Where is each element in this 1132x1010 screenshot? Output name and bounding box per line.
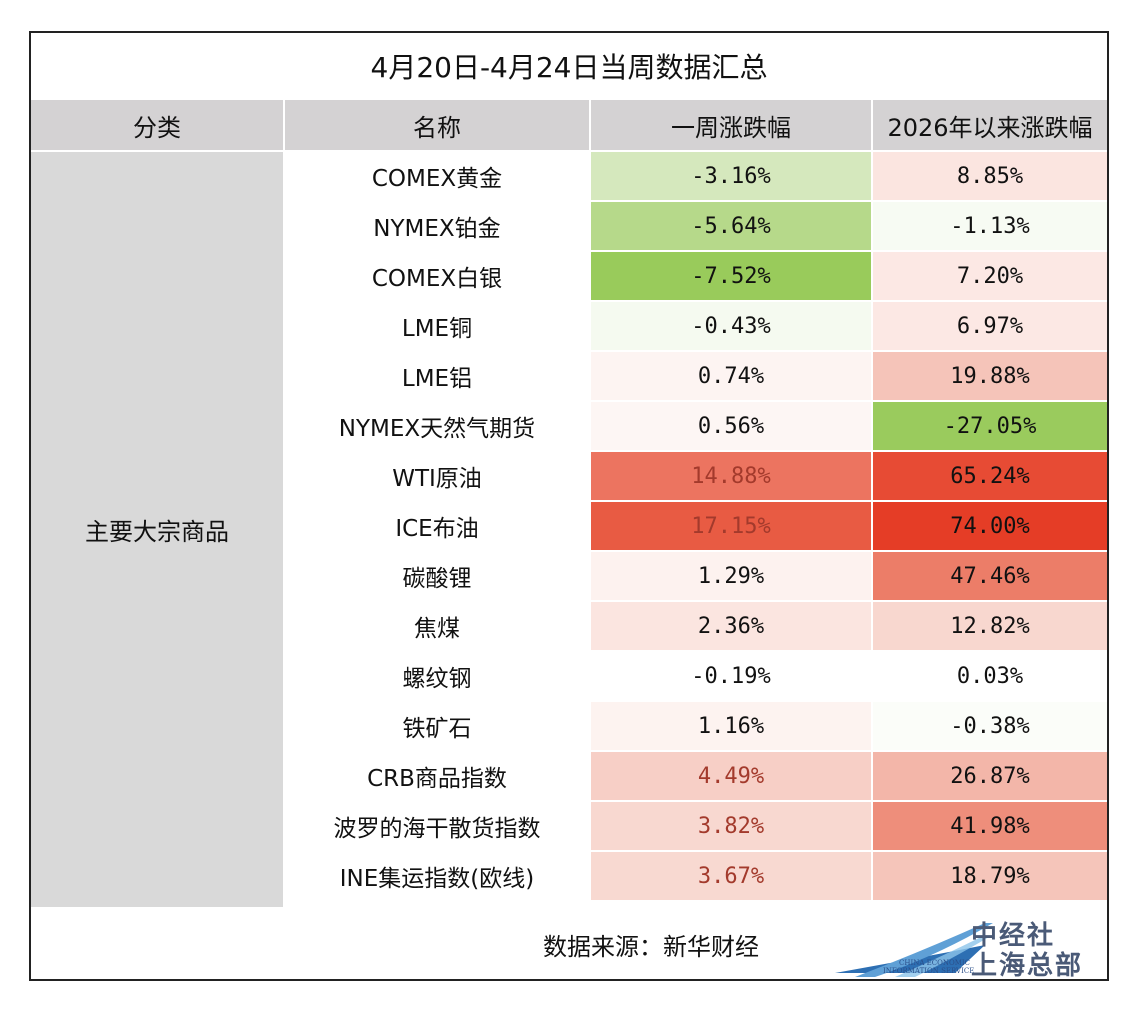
week-change-value: -0.43%	[591, 302, 871, 350]
week-change-value: 2.36%	[591, 602, 871, 650]
commodity-name: WTI原油	[285, 452, 589, 500]
ytd-change-value: 74.00%	[873, 502, 1107, 550]
logo-text-line2: 上海总部	[971, 951, 1084, 981]
ytd-change-value: 8.85%	[873, 152, 1107, 200]
logo-text-line1: 中经社	[971, 921, 1056, 951]
commodity-name: LME铜	[285, 302, 589, 350]
logo-swoosh-icon	[835, 923, 993, 977]
week-change-value: 4.49%	[591, 752, 871, 800]
week-change-value: 0.74%	[591, 352, 871, 400]
logo-en-line2: INFORMATION SERVICE	[883, 967, 975, 975]
ytd-change-value: 6.97%	[873, 302, 1107, 350]
ytd-change-value: 47.46%	[873, 552, 1107, 600]
commodity-name: NYMEX天然气期货	[285, 402, 589, 450]
commodity-name: 焦煤	[285, 602, 589, 650]
ytd-change-value: 12.82%	[873, 602, 1107, 650]
ytd-change-value: 18.79%	[873, 852, 1107, 900]
week-change-value: 1.16%	[591, 702, 871, 750]
ytd-change-value: 19.88%	[873, 352, 1107, 400]
ytd-change-value: -27.05%	[873, 402, 1107, 450]
commodity-name: CRB商品指数	[285, 752, 589, 800]
footer: 数据来源：新华财经 中经社 上海总部 CHINA ECONOMIC INFORM…	[31, 909, 1107, 981]
ytd-change-value: 7.20%	[873, 252, 1107, 300]
commodity-name: NYMEX铂金	[285, 202, 589, 250]
week-change-value: 14.88%	[591, 452, 871, 500]
commodity-name: ICE布油	[285, 502, 589, 550]
week-change-value: 3.67%	[591, 852, 871, 900]
category-cell: 主要大宗商品	[31, 152, 283, 907]
ytd-change-value: 41.98%	[873, 802, 1107, 850]
header-name: 名称	[285, 100, 589, 150]
commodity-name: LME铝	[285, 352, 589, 400]
commodity-name: INE集运指数(欧线)	[285, 852, 589, 900]
commodity-name: 铁矿石	[285, 702, 589, 750]
ytd-change-value: -0.38%	[873, 702, 1107, 750]
header-category: 分类	[31, 100, 283, 150]
week-change-value: 0.56%	[591, 402, 871, 450]
summary-table: 4月20日-4月24日当周数据汇总 分类 名称 一周涨跌幅 2026年以来涨跌幅…	[29, 31, 1109, 981]
week-change-value: -7.52%	[591, 252, 871, 300]
header-week-change: 一周涨跌幅	[591, 100, 871, 150]
week-change-value: -3.16%	[591, 152, 871, 200]
commodity-name: COMEX黄金	[285, 152, 589, 200]
week-change-value: 1.29%	[591, 552, 871, 600]
week-change-value: -5.64%	[591, 202, 871, 250]
commodity-name: COMEX白银	[285, 252, 589, 300]
week-change-value: 3.82%	[591, 802, 871, 850]
ytd-change-value: -1.13%	[873, 202, 1107, 250]
table-title: 4月20日-4月24日当周数据汇总	[31, 33, 1107, 101]
commodity-name: 碳酸锂	[285, 552, 589, 600]
data-source: 数据来源：新华财经	[543, 932, 759, 961]
week-change-value: 17.15%	[591, 502, 871, 550]
commodity-name: 螺纹钢	[285, 652, 589, 700]
commodity-name: 波罗的海干散货指数	[285, 802, 589, 850]
ytd-change-value: 26.87%	[873, 752, 1107, 800]
week-change-value: -0.19%	[591, 652, 871, 700]
header-ytd-change: 2026年以来涨跌幅	[873, 100, 1107, 150]
logo-en-line1: CHINA ECONOMIC	[899, 959, 970, 967]
ytd-change-value: 0.03%	[873, 652, 1107, 700]
ytd-change-value: 65.24%	[873, 452, 1107, 500]
